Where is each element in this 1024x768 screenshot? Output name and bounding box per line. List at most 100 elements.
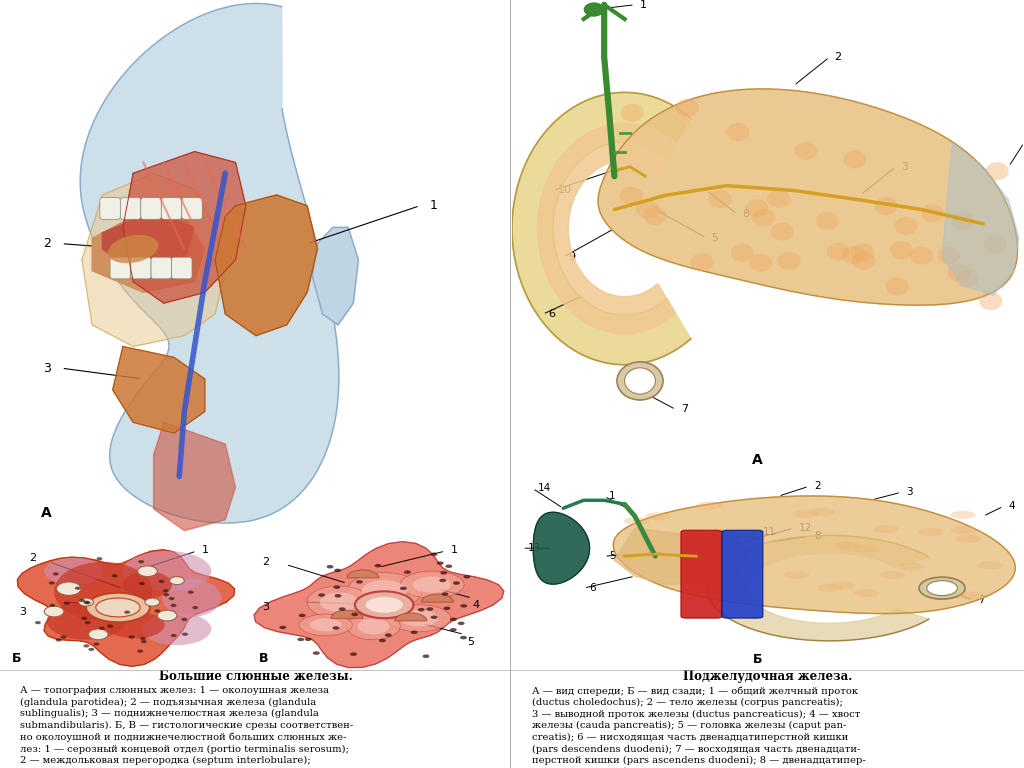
FancyBboxPatch shape <box>162 197 182 220</box>
Polygon shape <box>92 217 205 293</box>
Circle shape <box>335 594 341 598</box>
Ellipse shape <box>777 252 801 270</box>
Ellipse shape <box>400 571 464 598</box>
Circle shape <box>83 644 89 647</box>
Polygon shape <box>215 195 317 336</box>
Text: 1: 1 <box>430 199 438 212</box>
Circle shape <box>83 601 89 604</box>
Ellipse shape <box>927 581 957 596</box>
Circle shape <box>297 637 304 641</box>
Text: 14: 14 <box>538 483 551 493</box>
Ellipse shape <box>910 247 933 264</box>
Text: А: А <box>41 506 51 520</box>
Ellipse shape <box>835 542 860 550</box>
Ellipse shape <box>937 246 961 264</box>
Ellipse shape <box>753 209 775 227</box>
Ellipse shape <box>616 362 664 400</box>
Circle shape <box>430 552 437 556</box>
Ellipse shape <box>920 578 965 599</box>
Text: 1: 1 <box>202 545 209 554</box>
Ellipse shape <box>645 512 671 521</box>
Ellipse shape <box>347 573 422 611</box>
Text: Б: Б <box>753 653 763 666</box>
Circle shape <box>404 571 411 574</box>
Circle shape <box>312 651 319 655</box>
Ellipse shape <box>309 618 342 631</box>
Circle shape <box>96 557 102 561</box>
Circle shape <box>439 578 446 582</box>
Circle shape <box>171 634 177 637</box>
Circle shape <box>44 606 63 617</box>
Text: 3: 3 <box>43 362 51 375</box>
Ellipse shape <box>709 190 731 208</box>
Ellipse shape <box>854 545 880 552</box>
Polygon shape <box>598 89 1018 305</box>
Ellipse shape <box>886 277 909 296</box>
Ellipse shape <box>44 558 103 584</box>
Text: 2: 2 <box>262 557 269 567</box>
Ellipse shape <box>123 571 172 598</box>
Text: 13: 13 <box>527 543 541 553</box>
Circle shape <box>400 587 407 590</box>
Circle shape <box>85 621 90 624</box>
Circle shape <box>182 633 188 636</box>
Ellipse shape <box>357 618 389 634</box>
Ellipse shape <box>413 577 452 593</box>
Text: 6: 6 <box>548 310 555 319</box>
Ellipse shape <box>690 253 714 271</box>
Ellipse shape <box>307 586 371 618</box>
Circle shape <box>158 610 177 621</box>
Wedge shape <box>422 594 454 602</box>
Circle shape <box>437 561 443 565</box>
Ellipse shape <box>853 589 879 597</box>
Circle shape <box>75 587 81 590</box>
Ellipse shape <box>621 104 644 122</box>
Polygon shape <box>154 422 236 531</box>
Circle shape <box>299 614 305 617</box>
Ellipse shape <box>624 517 649 525</box>
Text: А: А <box>753 452 763 467</box>
Circle shape <box>379 639 386 642</box>
Ellipse shape <box>399 610 438 627</box>
Circle shape <box>334 568 341 572</box>
Ellipse shape <box>731 243 754 262</box>
FancyBboxPatch shape <box>152 257 171 279</box>
Text: В: В <box>259 652 268 665</box>
Ellipse shape <box>795 142 817 160</box>
Circle shape <box>138 560 144 563</box>
Circle shape <box>137 650 143 653</box>
Text: 2: 2 <box>43 237 51 250</box>
Circle shape <box>155 609 160 613</box>
Ellipse shape <box>809 508 835 516</box>
Ellipse shape <box>950 511 976 519</box>
Ellipse shape <box>366 597 402 613</box>
Ellipse shape <box>873 525 899 533</box>
Ellipse shape <box>644 207 667 225</box>
Ellipse shape <box>852 252 876 270</box>
Ellipse shape <box>784 571 810 579</box>
Polygon shape <box>123 151 246 303</box>
Polygon shape <box>538 124 676 334</box>
Ellipse shape <box>767 190 791 208</box>
Ellipse shape <box>677 549 702 558</box>
Polygon shape <box>102 211 195 271</box>
Circle shape <box>464 575 470 578</box>
Text: 7: 7 <box>681 405 688 415</box>
Text: 3: 3 <box>262 602 268 613</box>
Circle shape <box>431 615 437 619</box>
Text: 2: 2 <box>30 553 37 563</box>
Polygon shape <box>942 143 1019 295</box>
Ellipse shape <box>86 593 150 622</box>
Polygon shape <box>254 541 504 667</box>
Circle shape <box>140 637 145 640</box>
Wedge shape <box>395 613 427 621</box>
Text: 5: 5 <box>712 233 719 243</box>
Circle shape <box>426 607 433 611</box>
Circle shape <box>169 597 174 600</box>
Ellipse shape <box>96 598 140 617</box>
Text: 11: 11 <box>763 527 776 538</box>
Text: 5: 5 <box>467 637 474 647</box>
Polygon shape <box>613 496 1015 614</box>
Ellipse shape <box>108 235 159 263</box>
Ellipse shape <box>918 528 943 536</box>
